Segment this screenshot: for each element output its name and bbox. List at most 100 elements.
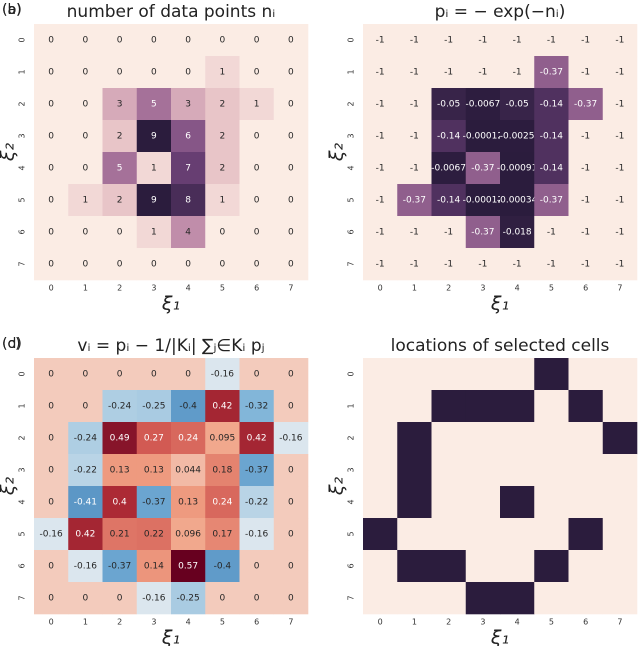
cell (34, 454, 69, 487)
cell-label: 2 (220, 100, 226, 110)
cell (363, 582, 398, 615)
cell (171, 486, 206, 519)
cell-label: 2 (220, 132, 226, 142)
x-axis-label: ξ₁ (161, 293, 180, 315)
cell (568, 56, 604, 89)
cell (68, 56, 103, 89)
cell-label: 3 (117, 100, 123, 110)
cell (171, 550, 206, 583)
cell (602, 24, 638, 57)
cell (239, 184, 275, 217)
cell-label: 0.14 (144, 562, 164, 572)
cell-label: -0.14 (540, 100, 564, 110)
cell-label: 0 (83, 36, 89, 46)
cell-label: 1 (254, 100, 260, 110)
cell (205, 184, 240, 217)
cell-label: -1 (444, 228, 453, 238)
cell (363, 390, 398, 423)
cell-label: -1 (615, 196, 624, 206)
panel-title: locations of selected cells (391, 336, 610, 356)
cell (239, 390, 275, 423)
cell (136, 518, 172, 551)
cell (431, 216, 467, 249)
cell (602, 120, 638, 153)
cell (534, 56, 569, 89)
cell-label: 0 (83, 260, 89, 270)
cell (465, 152, 501, 185)
cell-label: 0 (48, 434, 54, 444)
y-tick-label: 0 (18, 371, 27, 376)
cell-label: -0.25 (142, 402, 165, 412)
y-tick-label: 1 (18, 69, 27, 74)
x-tick-label: 5 (549, 618, 554, 627)
cell-label: -0.05 (505, 100, 528, 110)
cell (34, 56, 69, 89)
cell-label: -0.4 (214, 562, 232, 572)
x-tick-label: 2 (117, 284, 122, 293)
x-tick-label: 0 (378, 284, 383, 293)
cell (500, 120, 535, 153)
cell-label: 0 (83, 402, 89, 412)
cell-label: 0 (254, 36, 260, 46)
cell (34, 216, 69, 249)
cell-label: -0.37 (245, 466, 268, 476)
cell-label: 0 (288, 36, 294, 46)
cell (465, 216, 501, 249)
cell-label: -0.00091 (497, 164, 537, 174)
cell (465, 184, 501, 217)
cell-label: -1 (547, 260, 556, 270)
cell-label: 0 (288, 260, 294, 270)
cell-label: 1 (83, 196, 89, 206)
cell-label: 0 (254, 68, 260, 78)
x-tick-label: 4 (515, 284, 520, 293)
cell-label: 0 (83, 370, 89, 380)
cell (500, 88, 535, 121)
panel: (d) locations of selected cells 0 1 2 3 4 5 6 7 0 1… (2, 336, 638, 646)
cell (68, 248, 103, 281)
cell (431, 56, 467, 89)
cell (500, 486, 535, 519)
cell-label: -0.24 (108, 402, 132, 412)
cell (171, 454, 206, 487)
cell (363, 422, 398, 455)
cell-label: 0 (48, 68, 54, 78)
cell-label: 0 (48, 164, 54, 174)
cell-label: -1 (581, 164, 590, 174)
cell (534, 518, 569, 551)
cell (205, 152, 240, 185)
cell-label: 0 (117, 370, 123, 380)
cell-label: 0 (185, 370, 191, 380)
y-tick-label: 7 (347, 261, 356, 266)
x-tick-label: 2 (446, 618, 451, 627)
cell-label: -1 (615, 100, 624, 110)
cell-label: 1 (151, 164, 157, 174)
cell (602, 454, 638, 487)
y-tick-label: 5 (18, 197, 27, 202)
y-tick-label: 5 (18, 531, 27, 536)
cell-label: 3 (185, 100, 191, 110)
cell (363, 184, 398, 217)
cell-label: 0.044 (175, 466, 201, 476)
cell-label: -1 (376, 36, 385, 46)
cell-label: 0 (117, 68, 123, 78)
cell (397, 120, 432, 153)
cell (568, 390, 604, 423)
cell-label: 4 (185, 228, 191, 238)
cell-label: 0 (288, 498, 294, 508)
cell (568, 582, 604, 615)
cell (500, 518, 535, 551)
cell-label: 0.24 (212, 498, 232, 508)
cell-label: 6 (185, 132, 191, 142)
x-axis-label: ξ₁ (490, 293, 509, 315)
x-tick-label: 3 (480, 618, 485, 627)
cell-label: 0.13 (144, 466, 164, 476)
cell-label: -0.37 (471, 228, 494, 238)
cell (363, 454, 398, 487)
cell-label: -0.22 (245, 498, 268, 508)
cell (500, 582, 535, 615)
cell-label: 0 (254, 562, 260, 572)
cell-label: 0 (117, 594, 123, 604)
x-tick-label: 0 (49, 618, 54, 627)
cell (465, 56, 501, 89)
